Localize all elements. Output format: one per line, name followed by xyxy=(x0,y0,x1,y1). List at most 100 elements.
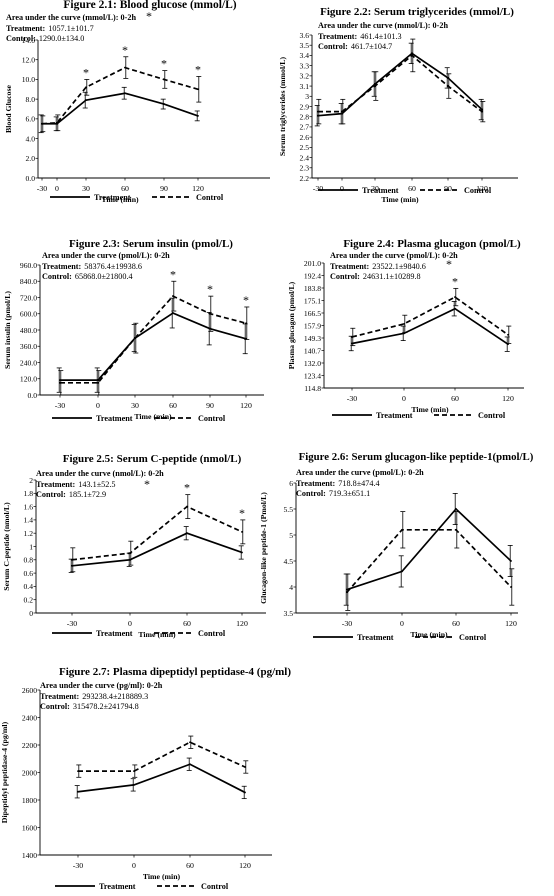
auc-treatment-label: Treatment: xyxy=(330,262,369,271)
x-tick-label: 120 xyxy=(240,401,252,410)
data-point xyxy=(351,336,353,338)
y-axis-label: Serum insulin (pmol/L) xyxy=(3,291,12,369)
series-line-treatment xyxy=(351,307,509,345)
y-tick-label: 4.5 xyxy=(284,557,294,566)
y-tick-label: 14.0 xyxy=(22,36,35,45)
y-tick-label: 6 xyxy=(289,479,293,488)
y-tick-label: 1.4 xyxy=(24,516,34,525)
auc-treatment: Treatment: 23522.1±9840.6 xyxy=(330,262,426,271)
y-tick-label: 0.0 xyxy=(28,391,38,400)
data-point xyxy=(454,307,456,310)
significance-star: * xyxy=(243,293,249,307)
auc-treatment-label: Treatment: xyxy=(40,692,79,701)
significance-star: * xyxy=(161,57,167,71)
x-tick-label: 90 xyxy=(444,184,452,193)
data-point xyxy=(163,78,165,81)
y-tick-label: 4.0 xyxy=(26,134,36,143)
data-point xyxy=(129,552,131,555)
auc-control-value: 461.7±104.7 xyxy=(351,42,392,51)
y-tick-label: 2 xyxy=(29,476,33,485)
auc-control-value: 24631.1±10289.8 xyxy=(363,272,421,281)
y-tick-label: 3.1 xyxy=(300,82,310,91)
legend: Treatment Control xyxy=(318,186,492,195)
x-tick-label: 0 xyxy=(400,619,404,628)
y-tick-label: 3.6 xyxy=(300,31,310,40)
auc-control-label: Control: xyxy=(330,272,360,281)
auc-control-value: 65868.0±21800.4 xyxy=(75,272,133,281)
y-axis-label: Dipeptidyl peptidase-4 (pg/ml) xyxy=(0,721,9,823)
legend: Treatment Control xyxy=(313,633,487,642)
y-axis-label: Glucagon-like peptide-1 (Pmol/L) xyxy=(259,492,268,604)
x-axis-label: Time (min) xyxy=(134,412,172,421)
x-tick-label: 30 xyxy=(82,184,90,193)
data-point xyxy=(455,528,457,531)
y-tick-label: 8.0 xyxy=(26,95,36,104)
significance-star: * xyxy=(144,477,150,491)
x-tick-label: 60 xyxy=(186,861,194,870)
x-tick-label: 30 xyxy=(131,401,139,410)
x-tick-label: 60 xyxy=(169,401,177,410)
x-tick-label: 60 xyxy=(408,184,416,193)
data-point xyxy=(510,560,512,562)
legend-label-treatment: Treatment xyxy=(362,186,399,195)
auc-treatment-value: 293238.4±218889.3 xyxy=(82,692,148,701)
legend: Treatment Control xyxy=(52,414,226,423)
significance-star: * xyxy=(122,43,128,57)
chart-panel-5: Figure 2.5: Serum C-peptide (nmol/L) Area… xyxy=(2,453,266,639)
chart-title: Figure 2.1: Blood glucose (mmol/L) xyxy=(63,0,236,11)
series-line-treatment xyxy=(60,312,247,381)
significance-star: * xyxy=(184,481,190,495)
x-tick-label: -30 xyxy=(347,394,357,403)
x-tick-label: 0 xyxy=(402,394,406,403)
y-tick-label: 1.8 xyxy=(24,489,34,498)
x-tick-label: 120 xyxy=(505,619,517,628)
x-axis-label: Time (min) xyxy=(101,195,139,204)
y-tick-label: 2.7 xyxy=(300,123,310,132)
auc-treatment-value: 461.4±101.3 xyxy=(360,32,401,41)
auc-treatment-label: Treatment: xyxy=(36,480,75,489)
data-point xyxy=(85,86,87,89)
x-tick-label: 120 xyxy=(502,394,514,403)
y-tick-label: 0.2 xyxy=(24,596,34,605)
data-point xyxy=(163,103,165,105)
auc-treatment-label: Treatment: xyxy=(296,479,335,488)
y-tick-label: 0 xyxy=(29,609,33,618)
y-tick-label: 4 xyxy=(289,583,293,592)
data-point xyxy=(507,333,509,336)
chart-title: Figure 2.6: Serum glucagon-like peptide-… xyxy=(299,451,534,463)
data-point xyxy=(401,570,403,573)
legend: Treatment Control xyxy=(50,193,224,202)
y-tick-label: 600.0 xyxy=(20,310,37,319)
x-tick-label: -30 xyxy=(37,184,47,193)
data-point xyxy=(133,770,135,773)
data-point xyxy=(56,121,58,124)
auc-title: Area under the curve (pmol/L): 0-2h xyxy=(42,251,170,260)
data-point xyxy=(317,110,319,113)
y-tick-label: 240.0 xyxy=(20,358,37,367)
y-axis-label: Blood Glucose xyxy=(4,85,13,133)
y-tick-label: 10.0 xyxy=(22,75,35,84)
y-tick-label: 3.5 xyxy=(284,609,294,618)
y-tick-label: 114.8 xyxy=(304,384,321,393)
y-tick-label: 2000 xyxy=(22,768,37,777)
x-tick-label: -30 xyxy=(67,619,77,628)
x-tick-label: 120 xyxy=(192,184,204,193)
data-point xyxy=(209,312,211,315)
data-point xyxy=(401,528,403,531)
data-point xyxy=(59,381,61,384)
y-tick-label: 2.9 xyxy=(300,102,310,111)
data-point xyxy=(241,551,243,554)
auc-treatment-value: 58376.4±19938.6 xyxy=(84,262,142,271)
auc-treatment-label: Treatment: xyxy=(6,24,45,33)
auc-treatment-value: 143.1±52.5 xyxy=(78,480,115,489)
x-tick-label: 60 xyxy=(183,619,191,628)
y-tick-label: 201.0 xyxy=(304,259,321,268)
chart-panel-1: Figure 2.1: Blood glucose (mmol/L) Area u… xyxy=(4,0,270,204)
y-tick-label: 5.5 xyxy=(284,505,294,514)
data-point xyxy=(97,381,99,384)
data-point xyxy=(455,508,457,510)
significance-star: * xyxy=(195,62,201,76)
auc-control-label: Control: xyxy=(318,42,348,51)
significance-star: * xyxy=(446,257,452,271)
